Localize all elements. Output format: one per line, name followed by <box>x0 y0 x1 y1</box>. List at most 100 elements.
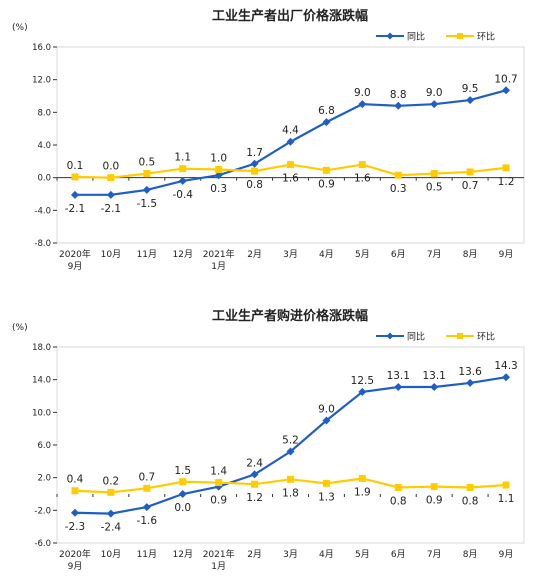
data-label: -2.1 <box>65 203 86 215</box>
legend-label: 环比 <box>477 31 495 43</box>
x-tick-label: 10月 <box>101 249 121 260</box>
data-point-yoy <box>502 373 511 382</box>
x-tick-label: 9月 <box>499 249 514 260</box>
x-tick-label: 8月 <box>463 549 478 560</box>
data-label: 9.0 <box>318 404 335 416</box>
x-tick-label: 10月 <box>101 549 121 560</box>
data-label: 0.5 <box>426 182 443 194</box>
x-tick-label: 11月 <box>137 249 157 260</box>
data-point-yoy <box>106 190 115 199</box>
data-point-yoy <box>250 470 259 479</box>
data-point-yoy <box>430 383 439 392</box>
data-label: 0.0 <box>103 161 120 173</box>
data-point-yoy <box>70 190 79 199</box>
data-point-yoy <box>286 137 295 146</box>
data-point-yoy <box>466 378 475 387</box>
x-tick-label: 7月 <box>427 249 442 260</box>
data-label: 12.5 <box>351 375 374 387</box>
legend-marker-mom <box>457 33 463 39</box>
data-label: 0.9 <box>210 495 227 507</box>
data-point-yoy <box>142 503 151 512</box>
legend-marker-mom <box>457 333 463 339</box>
y-tick-label: 2.0 <box>37 474 51 484</box>
data-point-yoy <box>394 101 403 110</box>
data-point-mom <box>502 481 510 489</box>
chart-output-price: 工业生产者出厂价格涨跌幅 (%) 16.0 12.0 8.0 4.0 0.0 -4.0 -8.0… <box>12 8 525 272</box>
data-label: 0.5 <box>138 157 155 169</box>
data-label: 13.1 <box>387 370 410 382</box>
data-label: 6.8 <box>318 105 335 117</box>
data-point-mom <box>143 170 151 178</box>
data-label: 0.7 <box>138 471 155 483</box>
data-label: 1.2 <box>498 176 515 188</box>
x-tick-label: 2月 <box>247 249 262 260</box>
y-tick-label: 14.0 <box>32 376 51 386</box>
x-tick-label: 7月 <box>427 549 442 560</box>
data-label: -1.5 <box>137 198 158 210</box>
data-label: 0.9 <box>426 495 443 507</box>
y-tick-label: 6.0 <box>37 441 51 451</box>
y-tick-label: 4.0 <box>37 141 51 151</box>
data-point-yoy <box>430 100 439 109</box>
y-axis-unit: (%) <box>12 23 28 33</box>
data-point-mom <box>179 478 187 486</box>
data-label: 0.2 <box>103 475 120 487</box>
data-point-mom <box>430 170 438 178</box>
data-label: 1.6 <box>282 173 299 185</box>
data-label: 10.7 <box>494 73 517 85</box>
data-label: 9.0 <box>426 87 443 99</box>
legend-label: 环比 <box>477 331 495 343</box>
y-tick-label: -4.0 <box>34 206 51 216</box>
data-point-mom <box>287 161 294 169</box>
data-label: 0.3 <box>390 183 407 195</box>
data-label: 0.0 <box>174 502 191 514</box>
chart-title: 工业生产者出厂价格涨跌幅 <box>212 8 368 24</box>
data-point-mom <box>215 166 223 173</box>
x-tick-label: 12月 <box>173 549 193 560</box>
legend-marker-yoy <box>386 332 394 340</box>
data-label: 0.8 <box>246 179 263 191</box>
data-point-mom <box>71 173 79 181</box>
x-tick-label: 4月 <box>319 249 334 260</box>
data-label: 8.8 <box>390 89 407 101</box>
data-point-yoy <box>70 508 79 517</box>
data-point-mom <box>322 166 330 174</box>
x-tick-label: 2020年 9月 <box>59 548 91 572</box>
data-label: 0.8 <box>390 495 407 507</box>
data-point-yoy <box>106 509 115 518</box>
data-label: 1.0 <box>210 153 227 165</box>
data-point-mom <box>179 165 187 173</box>
data-label: -2.3 <box>65 521 86 533</box>
data-label: 1.1 <box>174 152 191 164</box>
y-tick-label: 12.0 <box>32 76 51 86</box>
x-tick-label: 8月 <box>463 249 478 260</box>
x-tick-label: 4月 <box>319 549 334 560</box>
data-point-yoy <box>178 490 187 498</box>
data-point-mom <box>394 171 402 179</box>
data-label: -2.1 <box>101 203 122 215</box>
data-point-mom <box>394 483 402 491</box>
data-label: 5.2 <box>282 435 299 447</box>
data-label: -2.4 <box>101 522 122 534</box>
chart-input-price: 工业生产者购进价格涨跌幅 (%) 18.0 14.0 10.0 6.0 2.0 -2.0 -6.… <box>12 308 525 572</box>
y-tick-label: 8.0 <box>37 108 51 118</box>
data-point-mom <box>358 474 366 482</box>
data-point-mom <box>358 161 366 169</box>
x-tick-label: 9月 <box>499 549 514 560</box>
data-point-mom <box>466 483 474 491</box>
x-tick-label: 5月 <box>355 549 370 560</box>
x-tick-label: 2月 <box>247 549 262 560</box>
x-tick-label: 2020年 9月 <box>59 248 91 272</box>
data-point-mom <box>287 475 294 483</box>
data-point-mom <box>143 484 151 492</box>
y-tick-label: 16.0 <box>32 43 51 53</box>
data-label: 13.6 <box>458 366 482 378</box>
data-point-mom <box>466 168 474 176</box>
data-label: 4.4 <box>282 125 299 137</box>
x-tick-label: 2021年 1月 <box>203 248 235 272</box>
data-point-yoy <box>322 118 331 127</box>
data-point-yoy <box>178 176 187 185</box>
data-point-yoy <box>502 86 511 95</box>
data-point-yoy <box>214 171 223 180</box>
